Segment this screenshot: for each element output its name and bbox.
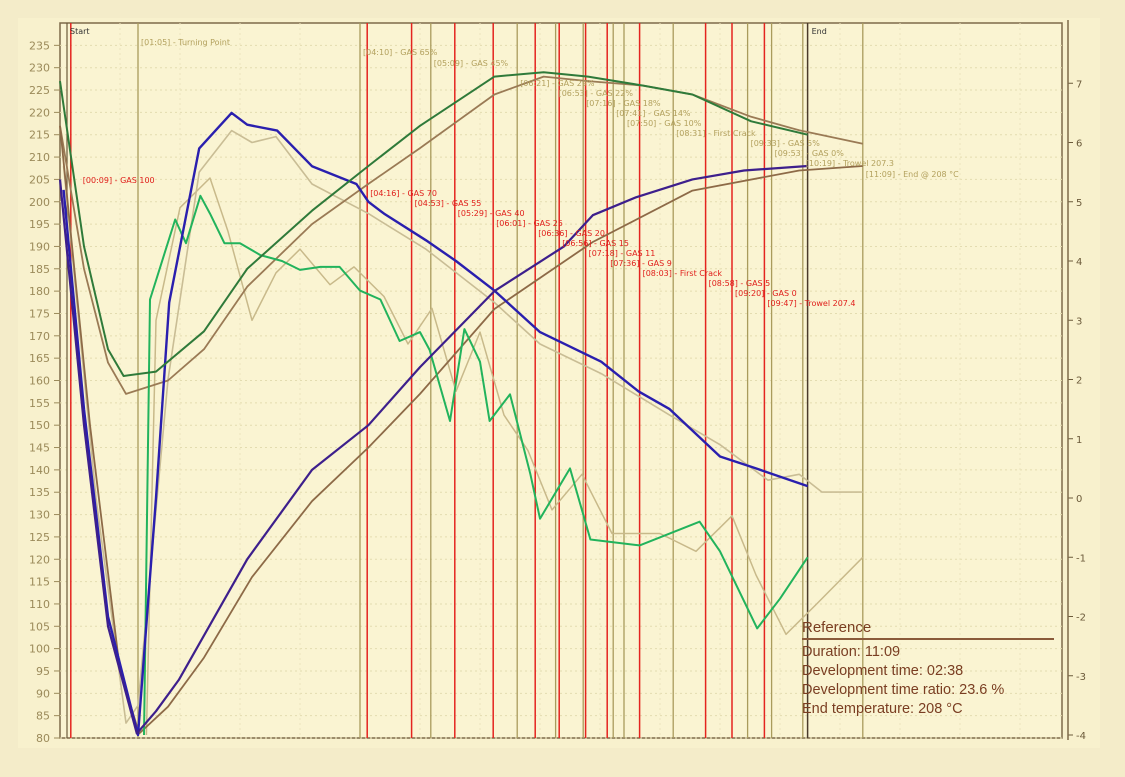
y-tick-label: 180 [29,285,50,298]
y-tick-label: 165 [29,352,50,365]
reference-event-label: [11:09] - End @ 208 °C [866,170,959,179]
y-tick-label: 170 [29,330,50,343]
et-current-line [59,71,808,377]
y-tick-label: 160 [29,375,50,388]
y-tick-label: 235 [29,39,50,52]
y-tick-label: 130 [29,509,50,522]
y-tick-label: 110 [29,598,50,611]
end-temperature: End temperature: 208 °C [802,701,963,717]
y-tick-label: 215 [29,129,50,142]
current-event-label: [04:53] - GAS 55 [415,199,482,208]
y2-tick-label: -1 [1076,553,1086,564]
reference-event-label: [08:31] - First Crack [676,129,756,138]
y2-tick-label: 7 [1076,79,1082,90]
current-event-label: [07:36] - GAS 9 [610,259,672,268]
y2-tick-label: 1 [1076,435,1082,446]
ror-current-line [62,111,808,737]
reference-event-label: [10:19] - Trowel 207.3 [806,159,894,168]
y-tick-label: 230 [29,62,50,75]
y2-tick-label: 6 [1076,139,1082,150]
current-event-label: [08:58] - GAS 5 [709,279,771,288]
right-axis: -4 -3 -2 -1 0 1 2 3 4 5 6 7 [1068,79,1086,742]
current-event-label: [05:29] - GAS 40 [458,209,525,218]
y-tick-label: 140 [29,464,50,477]
y2-tick-label: 3 [1076,316,1082,327]
y2-tick-label: 0 [1076,494,1082,505]
y2-tick-label: 4 [1076,257,1082,268]
y-tick-label: 150 [29,419,50,432]
reference-event-label: [05:09] - GAS 45% [434,59,509,68]
y-tick-label: 85 [36,710,50,723]
reference-event-label: [01:05] - Turning Point [141,38,230,47]
current-event-label: [07:18] - GAS 11 [589,249,656,258]
y-tick-label: 175 [29,307,50,320]
y2-tick-label: -4 [1076,731,1086,742]
reference-event-label: [09:33] - GAS 5% [751,139,821,148]
current-event-label: [09:20] - GAS 0 [735,289,797,298]
y-tick-label: 90 [36,687,50,700]
y2-tick-label: -2 [1076,613,1086,624]
current-event-label: [06:36] - GAS 20 [538,229,605,238]
current-event-label: [06:56] - GAS 15 [562,239,629,248]
development-ratio: Development time ratio: 23.6 % [802,682,1005,698]
y-tick-label: 195 [29,218,50,231]
y-tick-label: 105 [29,620,50,633]
y-tick-label: 115 [29,576,50,589]
y-tick-label: 95 [36,665,50,678]
current-event-label: [00:09] - GAS 100 [83,176,155,185]
y2-tick-label: 2 [1076,376,1082,387]
bt-current-line [58,164,808,735]
y-tick-label: 155 [29,397,50,410]
reference-event-label: [06:21] - GAS 29% [520,79,595,88]
aux-current-line [143,194,809,736]
reference-event-label: [09:53] - GAS 0% [775,149,845,158]
y-tick-label: 120 [29,553,50,566]
reference-title: Reference [802,618,1054,640]
current-event-label: [06:01] - GAS 25 [496,219,563,228]
y-tick-label: 200 [29,196,50,209]
reference-event-label: [06:53] - GAS 22% [559,89,634,98]
current-event-label: [04:16] - GAS 70 [370,189,437,198]
y-tick-label: 145 [29,442,50,455]
y-tick-label: 125 [29,531,50,544]
event-lines [66,23,864,738]
reference-event-label: [07:50] - GAS 10% [627,119,702,128]
left-axis: 80 85 90 95 100 105 110 115 120 125 130 135 140 145 15… [29,39,60,745]
y2-tick-label: 5 [1076,198,1082,209]
reference-event-label: [07:41] - GAS 14% [616,109,691,118]
reference-event-label: [04:10] - GAS 65% [363,48,438,57]
y-tick-label: 190 [29,240,50,253]
y-tick-label: 135 [29,486,50,499]
y-tick-label: 225 [29,84,50,97]
y-tick-label: 80 [36,732,50,745]
current-event-label: [08:03] - First Crack [643,269,723,278]
duration: Duration: 11:09 [802,644,901,660]
start-label: Start [70,27,90,36]
y-tick-label: 100 [29,643,50,656]
development-time: Development time: 02:38 [802,663,964,679]
y-tick-label: 185 [29,263,50,276]
y2-tick-label: -3 [1076,672,1086,683]
y-tick-label: 205 [29,173,50,186]
end-label: End [812,27,827,36]
event-labels: Start End [01:05] - Turning Point [04:10] -… [70,27,959,308]
reference-event-label: [07:16] - GAS 18% [586,99,661,108]
current-event-label: [09:47] - Trowel 207.4 [767,299,855,308]
reference-summary: Reference Duration: 11:09 Development ti… [802,618,1054,730]
series-lines [58,71,864,737]
y-tick-label: 220 [29,106,50,119]
y-tick-label: 210 [29,151,50,164]
aux-reference-line [145,177,864,736]
